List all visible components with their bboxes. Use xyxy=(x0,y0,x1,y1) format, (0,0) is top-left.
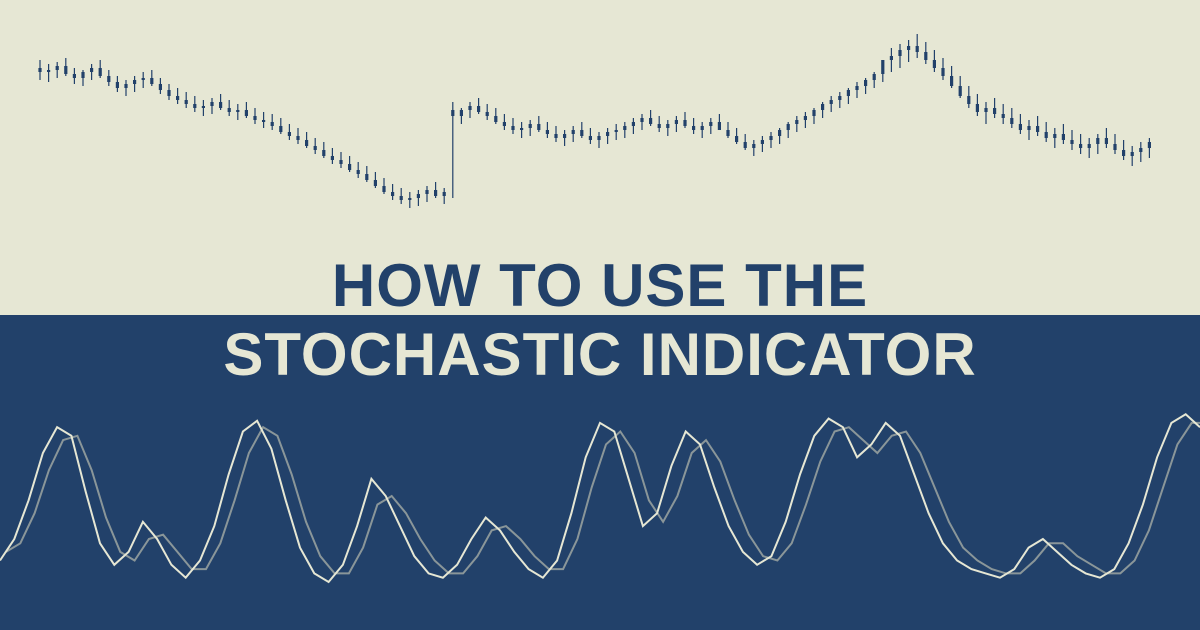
oscillator-d-line xyxy=(6,423,1200,574)
title-line-2: STOCHASTIC INDICATOR xyxy=(0,323,1200,386)
title-block: HOW TO USE THE STOCHASTIC INDICATOR xyxy=(0,254,1200,386)
title-line-1: HOW TO USE THE xyxy=(0,254,1200,317)
oscillator-k-line xyxy=(0,414,1200,582)
infographic-container: HOW TO USE THE STOCHASTIC INDICATOR xyxy=(0,0,1200,630)
